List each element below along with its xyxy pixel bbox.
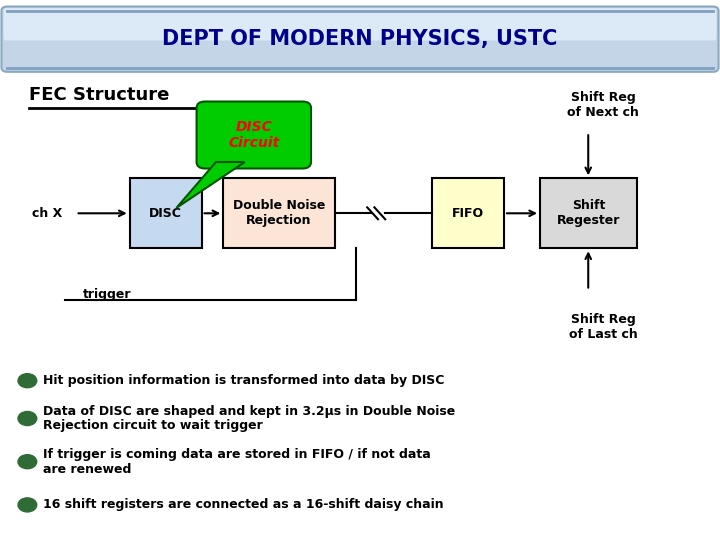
FancyBboxPatch shape <box>223 178 335 248</box>
Polygon shape <box>176 162 245 208</box>
Text: DISC: DISC <box>149 207 182 220</box>
Text: DEPT OF MODERN PHYSICS, USTC: DEPT OF MODERN PHYSICS, USTC <box>162 29 558 49</box>
Text: Shift Reg
of Next ch: Shift Reg of Next ch <box>567 91 639 119</box>
Text: Shift
Regester: Shift Regester <box>557 199 621 227</box>
FancyBboxPatch shape <box>130 178 202 248</box>
Text: ch X: ch X <box>32 207 62 220</box>
FancyBboxPatch shape <box>1 6 719 72</box>
Text: If trigger is coming data are stored in FIFO / if not data
are renewed: If trigger is coming data are stored in … <box>43 448 431 476</box>
Circle shape <box>18 374 37 388</box>
Circle shape <box>18 411 37 426</box>
Text: trigger: trigger <box>83 288 131 301</box>
FancyBboxPatch shape <box>432 178 504 248</box>
Text: Hit position information is transformed into data by DISC: Hit position information is transformed … <box>43 374 444 387</box>
FancyBboxPatch shape <box>540 178 637 248</box>
Text: Double Noise
Rejection: Double Noise Rejection <box>233 199 325 227</box>
Text: 16 shift registers are connected as a 16-shift daisy chain: 16 shift registers are connected as a 16… <box>43 498 444 511</box>
FancyBboxPatch shape <box>4 8 716 40</box>
Text: FIFO: FIFO <box>452 207 484 220</box>
Text: Data of DISC are shaped and kept in 3.2μs in Double Noise
Rejection circuit to w: Data of DISC are shaped and kept in 3.2μ… <box>43 404 456 433</box>
Circle shape <box>18 455 37 469</box>
Circle shape <box>18 498 37 512</box>
Text: Shift Reg
of Last ch: Shift Reg of Last ch <box>569 313 638 341</box>
Text: FEC Structure: FEC Structure <box>29 85 169 104</box>
Text: DISC
Circuit: DISC Circuit <box>228 120 279 150</box>
FancyBboxPatch shape <box>197 102 311 168</box>
